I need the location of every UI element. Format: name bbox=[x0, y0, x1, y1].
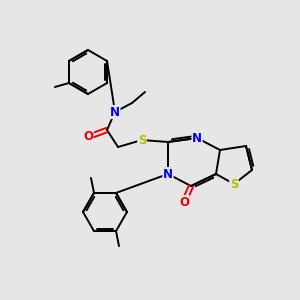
Text: O: O bbox=[179, 196, 189, 208]
Text: N: N bbox=[192, 131, 202, 145]
Text: S: S bbox=[138, 134, 146, 146]
Text: N: N bbox=[110, 106, 120, 118]
Text: O: O bbox=[83, 130, 93, 143]
Text: N: N bbox=[163, 167, 173, 181]
Text: S: S bbox=[230, 178, 238, 190]
